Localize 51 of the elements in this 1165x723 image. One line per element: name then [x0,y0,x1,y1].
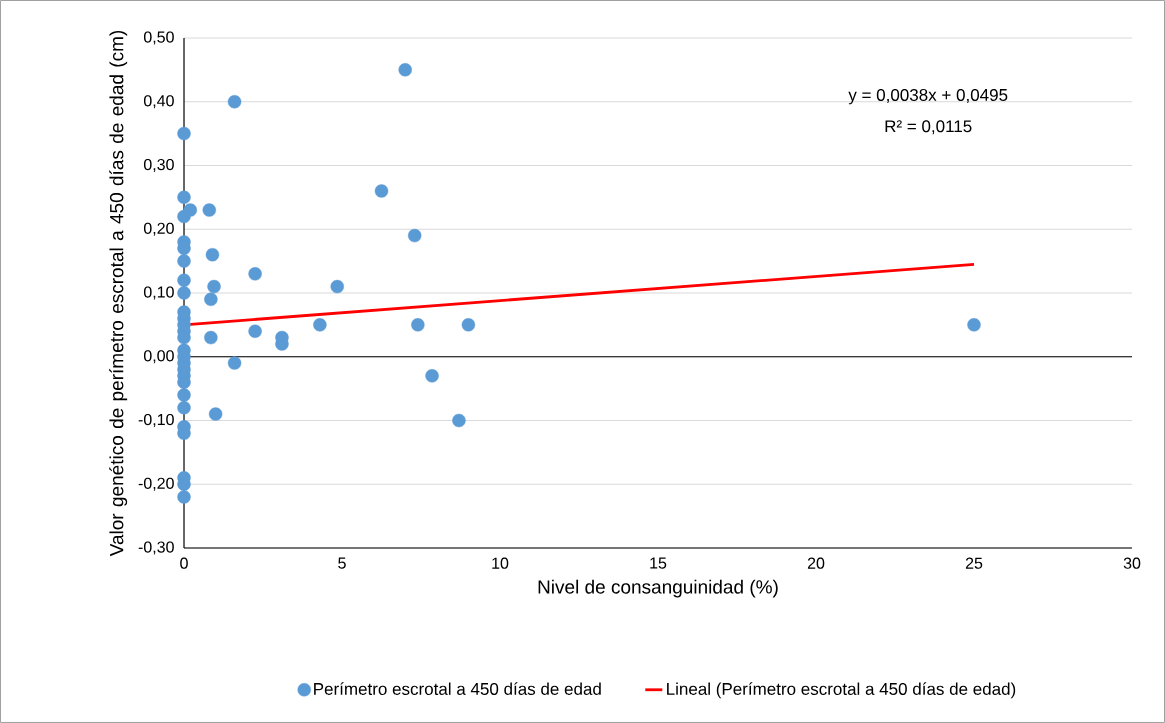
point [177,126,191,141]
point [177,254,191,268]
point [248,267,262,281]
y-tick-label: 0,30 [143,158,174,173]
point [205,248,220,262]
x-tick-label: 10 [492,557,509,569]
point [248,324,262,338]
x-tick-label: 0 [180,557,188,569]
point [398,63,412,77]
x-tick-label: 15 [650,557,667,569]
y-tick-label: 0,20 [143,222,174,236]
point [411,318,425,332]
legend-label: Perímetro escrotal a 450 días de edad [314,682,601,695]
point [461,318,476,332]
point [227,95,242,109]
point [177,490,191,504]
y-tick-label: 0,50 [143,31,174,45]
point [202,203,216,217]
point [374,184,389,198]
point [177,190,191,205]
point [177,273,191,287]
point [330,279,344,294]
point [407,228,422,243]
point [183,203,198,217]
point [177,286,191,300]
point [204,330,218,345]
x-tick-label: 5 [338,557,346,569]
point [227,356,242,370]
point [425,369,439,383]
point [207,279,221,294]
point [208,407,223,421]
legend-label: Lineal (Perímetro escrotal a 450 días de edad) [667,682,1016,699]
x-tick-label: 20 [807,557,825,569]
point [452,413,466,428]
y-axis-title: Valor genético de perímetro escrotal a 450 días de edad (cm) [109,30,128,557]
x-axis-title: Nivel de consanguinidad (%) [538,579,778,598]
y-tick-label: -0,10 [138,413,174,428]
y-tick-label: -0,30 [138,541,174,555]
point [204,292,218,307]
point [967,318,981,332]
x-tick-label: 25 [965,557,983,569]
point [177,401,191,415]
y-tick-label: 0,40 [143,95,174,109]
y-tick-label: -0,20 [138,477,174,491]
y-tick-label: 0,10 [143,286,174,300]
annotation: y = 0,0038x + 0,0495 [848,88,1008,105]
point [313,318,327,332]
x-tick-label: 30 [1123,557,1141,569]
point [177,388,191,402]
annotation: R² = 0,0115 [885,120,972,135]
y-tick-label: 0,00 [143,350,174,364]
